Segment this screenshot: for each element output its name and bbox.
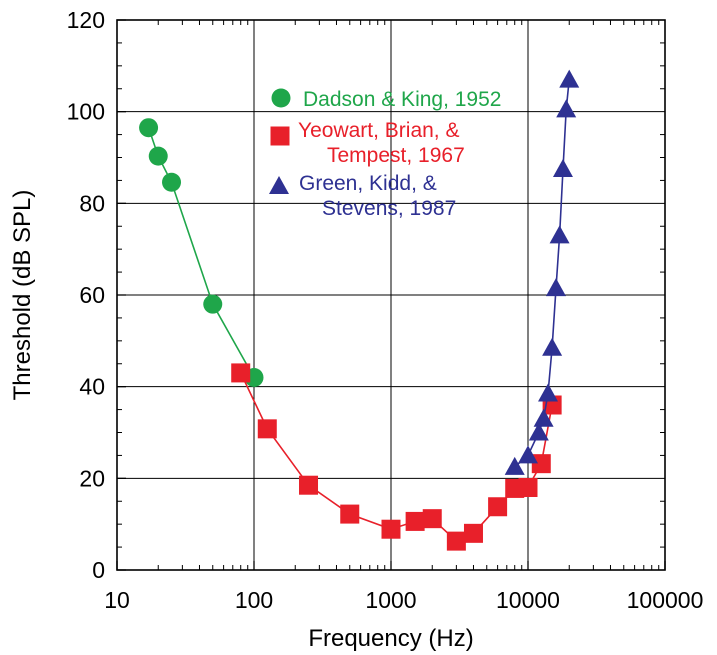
series-line: [147, 127, 255, 378]
data-point-triangle: [518, 445, 538, 464]
legend-label: Tempest, 1967: [327, 144, 465, 167]
data-point-triangle: [545, 278, 566, 297]
data-point-square: [257, 419, 277, 439]
series-square: [231, 363, 562, 551]
data-point-circle: [162, 172, 182, 192]
data-point-circle: [148, 146, 168, 166]
legend-label: Stevens, 1987: [322, 197, 456, 220]
legend-marker-square: [270, 126, 290, 146]
y-tick-label: 60: [79, 282, 105, 308]
data-point-square: [446, 531, 466, 551]
data-point-triangle: [559, 69, 580, 88]
data-point-triangle: [542, 337, 563, 356]
data-point-triangle: [556, 99, 577, 118]
axes: [116, 19, 666, 571]
legend-item: Dadson & King, 1952: [271, 88, 501, 111]
y-tick-label: 20: [79, 465, 105, 491]
data-point-square: [531, 454, 551, 474]
y-tick-label: 120: [67, 7, 105, 33]
legend-label: Dadson & King, 1952: [303, 88, 501, 111]
series-circle: [139, 118, 264, 387]
legend-marker-circle: [271, 88, 291, 108]
legend-label: Green, Kidd, &: [299, 172, 437, 195]
data-point-triangle: [552, 158, 573, 177]
data-point-triangle: [538, 383, 559, 402]
data-point-triangle: [549, 225, 570, 244]
x-tick-label: 100: [235, 587, 273, 613]
data-point-square: [422, 509, 442, 529]
legend-item: Yeowart, Brian, &Tempest, 1967: [270, 119, 465, 167]
y-axis-label: Threshold (dB SPL): [9, 190, 36, 401]
data-point-circle: [139, 118, 159, 138]
x-tick-label: 10: [104, 587, 130, 613]
data-point-triangle: [528, 422, 549, 441]
x-axis-label: Frequency (Hz): [308, 625, 473, 652]
legend-marker-triangle: [269, 176, 289, 194]
y-tick-label: 40: [79, 374, 105, 400]
data-point-triangle: [533, 408, 554, 427]
legend-item: Green, Kidd, &Stevens, 1987: [269, 172, 456, 220]
data-series: [139, 69, 580, 551]
legend: Dadson & King, 1952 Yeowart, Brian, &Temp…: [269, 88, 501, 220]
data-point-square: [488, 497, 508, 517]
series-triangle: [504, 69, 580, 475]
data-point-square: [340, 504, 360, 524]
y-tick-label: 80: [79, 190, 105, 216]
data-point-square: [518, 478, 538, 497]
data-point-circle: [203, 294, 223, 314]
tick-labels: 10 100 1000 10000 100000 0 20 40 60 80 100 120: [67, 7, 704, 613]
data-point-triangle: [504, 456, 525, 475]
x-tick-label: 100000: [627, 587, 704, 613]
x-tick-label: 1000: [365, 587, 416, 613]
data-point-square: [405, 511, 425, 531]
data-point-square: [463, 523, 483, 543]
legend-label: Yeowart, Brian, &: [298, 119, 459, 142]
y-tick-label: 0: [92, 557, 105, 583]
data-point-square: [231, 363, 251, 383]
data-point-square: [299, 475, 319, 495]
data-point-square: [381, 519, 401, 539]
y-tick-label: 100: [67, 99, 105, 125]
x-tick-label: 10000: [496, 587, 560, 613]
